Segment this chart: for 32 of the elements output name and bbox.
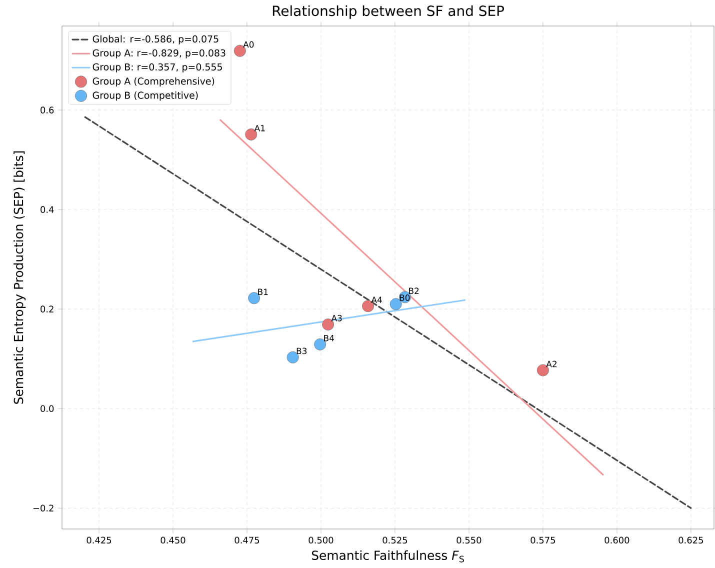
legend-label: Group B: r=0.357, p=0.555 <box>92 63 222 72</box>
y-tick-label: 0.0 <box>40 405 54 412</box>
x-tick-label: 0.500 <box>308 536 334 544</box>
x-tick-label: 0.575 <box>530 536 555 544</box>
legend-label: Global: r=-0.586, p=0.075 <box>92 35 218 44</box>
x-tick-label: 0.475 <box>234 536 260 544</box>
annotation: A4 <box>371 296 382 303</box>
x-axis-title: Semantic Faithfulness F$_{S}$ <box>312 550 464 562</box>
annotation: B1 <box>258 288 268 295</box>
x-tick-label: 0.525 <box>382 536 408 544</box>
legend-label: Group B (Competitive) <box>92 92 198 101</box>
x-tick-label: 0.450 <box>160 536 186 544</box>
annotation: A2 <box>546 360 556 368</box>
legend-label: Group A (Comprehensive) <box>92 77 214 87</box>
chart-title: Relationship between SF and SEP <box>272 5 504 19</box>
annotation: A1 <box>254 125 265 132</box>
y-axis-title: Semantic Entropy Production (SEP) [bits] <box>14 151 26 404</box>
annotation: B4 <box>324 335 334 342</box>
y-tick-label: −0.2 <box>33 504 54 512</box>
annotation: B0 <box>400 294 410 301</box>
x-tick-label: 0.600 <box>604 536 630 544</box>
annotation: A0 <box>243 41 254 48</box>
x-tick-label: 0.625 <box>678 536 703 544</box>
y-tick-label: 0.4 <box>40 206 54 213</box>
x-tick-label: 0.550 <box>456 536 482 544</box>
legend-label: Group A: r=-0.829, p=0.083 <box>92 49 226 58</box>
x-tick-label: 0.425 <box>86 536 112 544</box>
annotation: B2 <box>409 288 419 294</box>
annotation: A3 <box>331 314 342 322</box>
annotation: B3 <box>296 348 307 354</box>
y-tick-label: 0.6 <box>40 106 54 114</box>
y-tick-label: 0.2 <box>40 306 54 312</box>
